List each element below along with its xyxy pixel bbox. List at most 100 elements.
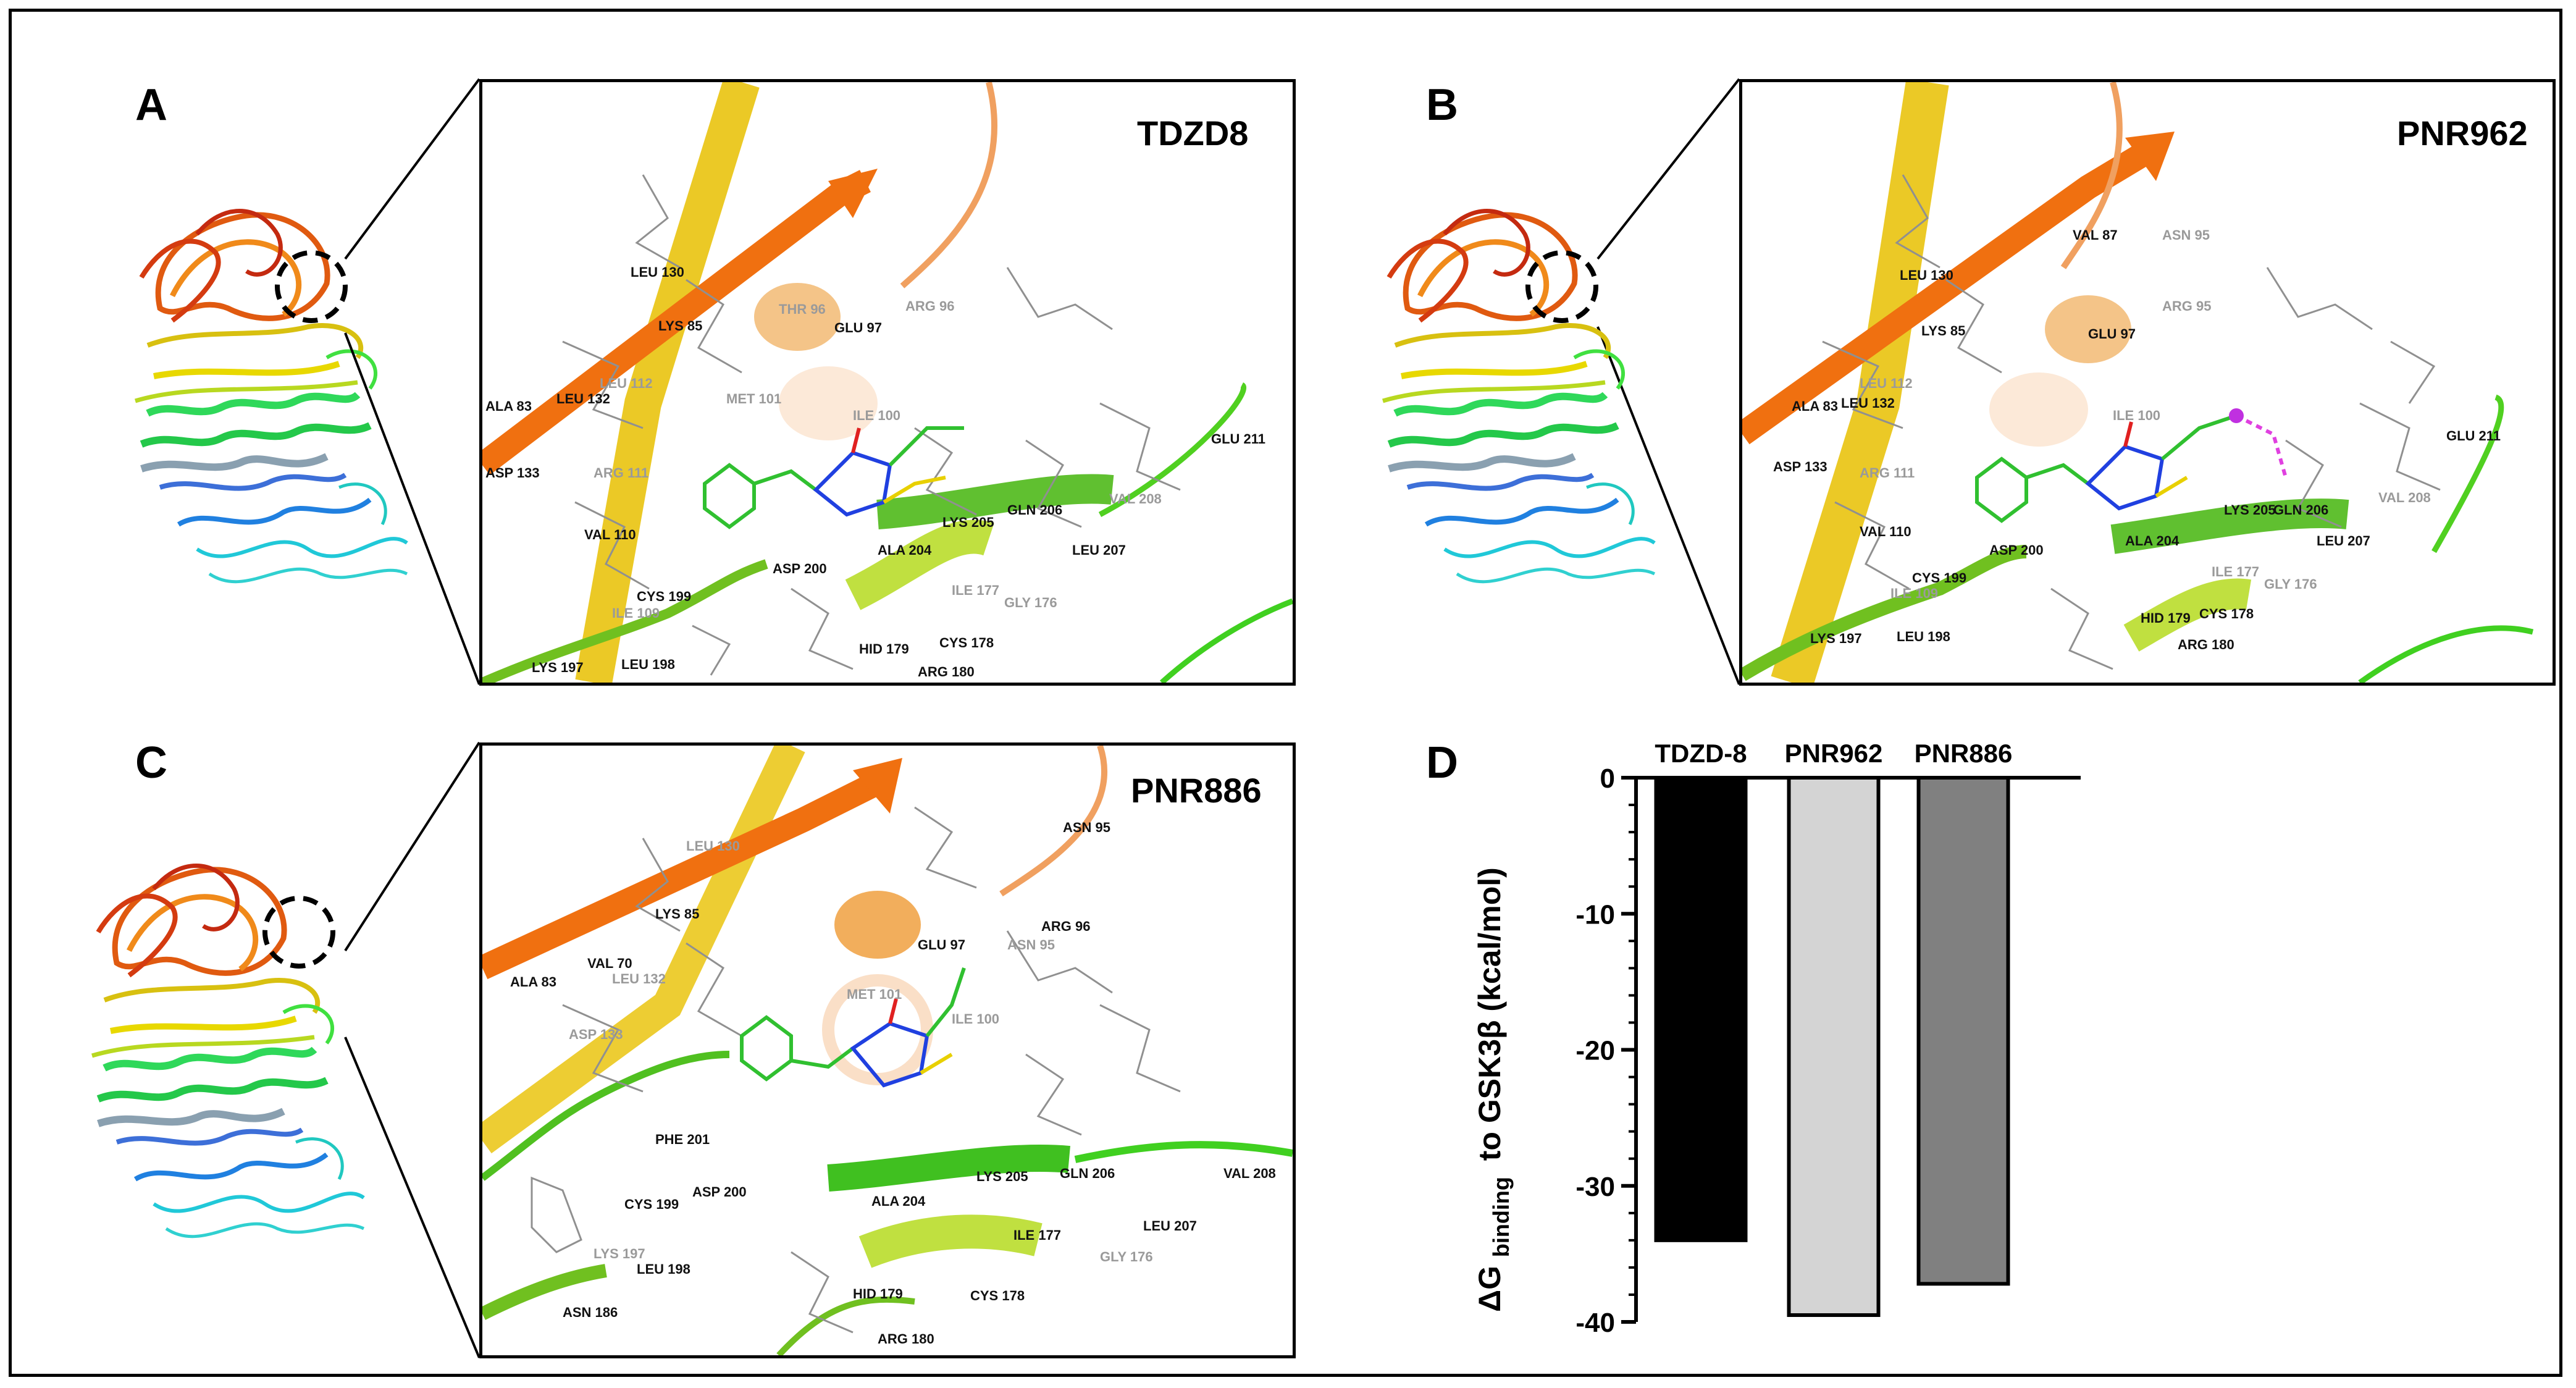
chart-svg: ΔG binding to GSK3β (kcal/mol) 0 -10 -20 -3… <box>1472 739 2081 1338</box>
residue-label: CYS 178 <box>970 1288 1025 1303</box>
residue-label: LEU 132 <box>1841 395 1895 411</box>
y-tick-label: -40 <box>1575 1308 1615 1338</box>
category-label: TDZD-8 <box>1655 739 1747 768</box>
zoom-view-b: PNR962 VAL 87 ASN 95 LEU 130 ARG 95 LYS … <box>1739 79 2556 686</box>
residue-label: ASP 200 <box>1989 542 2044 558</box>
panel-label-c: C <box>135 738 167 788</box>
residue-label: CYS 199 <box>624 1197 679 1212</box>
residue-label: CYS 199 <box>637 589 692 604</box>
residue-label: ARG 95 <box>2162 298 2212 314</box>
residue-label: CYS 199 <box>1912 570 1967 586</box>
residue-label: ASP 133 <box>485 465 540 481</box>
y-axis-label: ΔG binding to GSK3β (kcal/mol) <box>1472 867 1516 1312</box>
residue-label: ASN 95 <box>2162 227 2210 243</box>
residue-label: VAL 208 <box>2378 490 2431 505</box>
residue-label: ARG 180 <box>2178 637 2234 652</box>
residue-label: ILE 177 <box>2212 564 2260 579</box>
residue-label: HID 179 <box>2141 610 2191 626</box>
residue-label: LEU 132 <box>612 971 666 986</box>
residue-label: LYS 205 <box>976 1169 1028 1184</box>
residue-label: MET 101 <box>726 391 782 406</box>
residue-label: ASN 95 <box>1007 937 1055 953</box>
residue-label: ALA 83 <box>485 398 532 414</box>
residue-label: LEU 207 <box>1143 1218 1197 1234</box>
ligand-title-b: PNR962 <box>2397 114 2528 153</box>
residue-label: GLN 206 <box>1060 1166 1115 1181</box>
residue-label: VAL 208 <box>1223 1166 1276 1181</box>
residue-label: GLU 97 <box>834 320 883 335</box>
residue-label: GLY 176 <box>1100 1249 1153 1264</box>
residue-label: ASN 95 <box>1063 820 1111 835</box>
svg-text:ΔG binding: ΔG binding to GSK3β (kcal/mol) <box>1472 867 1516 1312</box>
residue-label: PHE 201 <box>655 1132 710 1147</box>
residue-label: LEU 207 <box>1072 542 1126 558</box>
residue-label: LYS 85 <box>655 906 700 922</box>
binding-energy-chart: ΔG binding to GSK3β (kcal/mol) 0 -10 -20 -3… <box>1451 725 2130 1349</box>
ligand-title-c: PNR886 <box>1131 771 1262 810</box>
residue-label: ARG 180 <box>918 664 975 679</box>
residue-label: ARG 96 <box>905 298 955 314</box>
residue-label: ILE 100 <box>853 408 901 423</box>
residue-label: LEU 132 <box>556 391 610 406</box>
panel-label-b: B <box>1426 80 1458 130</box>
residue-label: GLU 97 <box>918 937 966 953</box>
residue-label: LEU 207 <box>2317 533 2370 549</box>
residue-label: ARG 111 <box>594 465 649 481</box>
residue-label: LEU 112 <box>1860 376 1913 391</box>
residue-label: LYS 85 <box>1921 323 1966 339</box>
category-label: PNR962 <box>1785 739 1883 768</box>
residue-label: ILE 109 <box>612 605 660 621</box>
residue-label: LYS 85 <box>658 318 703 334</box>
residue-label: ILE 177 <box>952 583 1000 598</box>
residue-label: ASN 186 <box>563 1305 618 1320</box>
residue-label: ILE 177 <box>1013 1227 1062 1243</box>
residue-label: GLU 97 <box>2088 326 2136 342</box>
category-label: PNR886 <box>1915 739 2013 768</box>
residue-label: ARG 180 <box>878 1331 934 1347</box>
residue-label: VAL 87 <box>2073 227 2118 243</box>
residue-label: GLN 206 <box>2273 502 2329 518</box>
residue-label: LEU 112 <box>600 376 653 391</box>
bar-pnr962 <box>1787 776 1881 1317</box>
residue-label: HID 179 <box>859 641 909 657</box>
y-tick-label: 0 <box>1600 763 1615 794</box>
residue-label: LYS 197 <box>532 660 584 675</box>
residue-label: VAL 208 <box>1109 491 1162 507</box>
y-axis-label-main: ΔG <box>1472 1266 1507 1312</box>
residue-label: ILE 100 <box>2113 408 2161 423</box>
residue-label: GLY 176 <box>2264 576 2317 592</box>
residue-label: LYS 205 <box>942 515 994 530</box>
protein-overview-b <box>1370 179 1679 623</box>
bar-pnr886 <box>1916 776 2010 1286</box>
residue-label: GLU 211 <box>2446 428 2501 444</box>
bar-tdzd-8 <box>1654 776 1748 1242</box>
zoom-connectors <box>344 78 1740 1358</box>
residue-label: LEU 130 <box>631 264 684 280</box>
residue-label: LEU 198 <box>1897 629 1950 644</box>
residue-label: ILE 100 <box>952 1011 1000 1027</box>
residue-label: LYS 197 <box>1810 631 1862 646</box>
residue-label: LEU 198 <box>621 657 675 672</box>
figure-frame: A <box>9 9 2562 1377</box>
residue-label: MET 101 <box>847 986 902 1002</box>
residue-label: HID 179 <box>853 1286 903 1302</box>
residue-label: ALA 204 <box>2125 533 2180 549</box>
residue-label: THR 96 <box>779 301 826 317</box>
residue-label: LEU 130 <box>1900 267 1953 283</box>
residue-label: GLN 206 <box>1007 502 1063 518</box>
residue-label: ARG 111 <box>1860 465 1915 481</box>
panel-label-d: D <box>1426 738 1458 788</box>
residue-label: ASP 133 <box>569 1027 623 1042</box>
y-tick-label: -20 <box>1575 1036 1615 1066</box>
residue-label: GLU 211 <box>1211 431 1266 447</box>
residue-label: ALA 204 <box>878 542 932 558</box>
residue-label: ASP 200 <box>773 561 827 576</box>
residue-label: CYS 178 <box>2199 606 2254 621</box>
y-axis-label-sub: binding <box>1488 1177 1514 1257</box>
y-tick-label: -10 <box>1575 899 1615 930</box>
residue-label: ASP 133 <box>1773 459 1827 474</box>
panel-label-a: A <box>135 80 167 130</box>
residue-label: LEU 130 <box>686 838 740 854</box>
y-tick-label: -30 <box>1575 1172 1615 1202</box>
residue-label: ARG 96 <box>1041 919 1091 934</box>
